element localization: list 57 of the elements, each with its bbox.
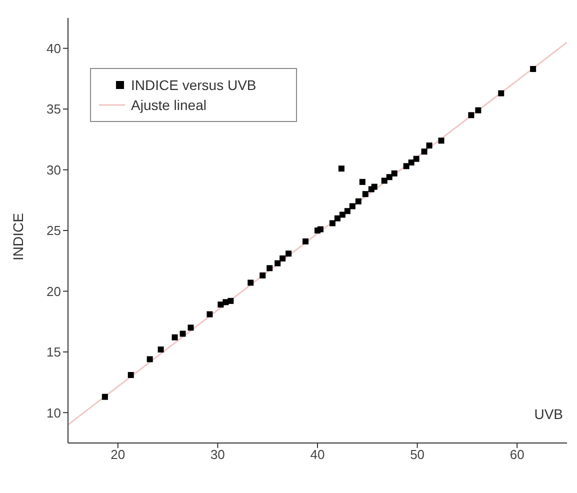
point	[248, 280, 254, 286]
point	[266, 265, 273, 272]
y-axis-title: INDICE	[10, 213, 26, 260]
point	[274, 260, 281, 266]
point	[317, 226, 324, 232]
point	[128, 372, 134, 378]
point	[102, 394, 108, 400]
x-tick-label: 30	[210, 447, 225, 462]
point	[438, 138, 444, 144]
y-tick-label: 35	[46, 102, 61, 117]
point	[426, 142, 432, 148]
x-tick-label: 50	[410, 447, 425, 462]
x-tick-label: 40	[310, 447, 325, 462]
point	[172, 334, 178, 340]
point	[475, 107, 482, 114]
point	[146, 356, 153, 362]
point	[334, 215, 340, 222]
point	[408, 160, 414, 166]
point	[355, 198, 362, 204]
point	[280, 255, 286, 262]
y-tick-label: 30	[46, 162, 61, 178]
legend-label: Ajuste lineal	[131, 96, 206, 115]
point	[391, 170, 398, 176]
point	[329, 220, 336, 226]
point	[386, 174, 392, 180]
point	[468, 112, 474, 118]
point	[180, 330, 186, 337]
x-tick-label: 20	[110, 447, 126, 462]
point	[371, 184, 378, 190]
point	[338, 166, 344, 172]
legend-label: INDICE versus UVB	[131, 76, 256, 95]
point	[421, 148, 428, 155]
y-tick-label: 10	[46, 405, 61, 420]
x-axis-title: UVB	[534, 406, 563, 422]
point	[339, 212, 346, 218]
point	[188, 324, 194, 331]
point	[228, 298, 234, 304]
point	[362, 191, 368, 198]
point	[381, 178, 388, 184]
point	[260, 272, 266, 278]
point	[403, 163, 410, 170]
point	[413, 156, 420, 162]
y-tick-label: 20	[46, 284, 61, 299]
x-tick-label: 60	[510, 447, 524, 462]
point	[530, 66, 536, 72]
point	[158, 346, 164, 352]
point	[498, 90, 504, 96]
y-tick-label: 40	[46, 40, 61, 56]
point	[359, 178, 366, 185]
point	[344, 208, 350, 214]
point	[302, 238, 309, 244]
point	[206, 311, 213, 318]
y-tick-label: 25	[46, 223, 61, 238]
point	[218, 302, 224, 308]
point	[349, 203, 356, 210]
y-tick-label: 15	[46, 344, 61, 360]
point	[286, 250, 292, 257]
